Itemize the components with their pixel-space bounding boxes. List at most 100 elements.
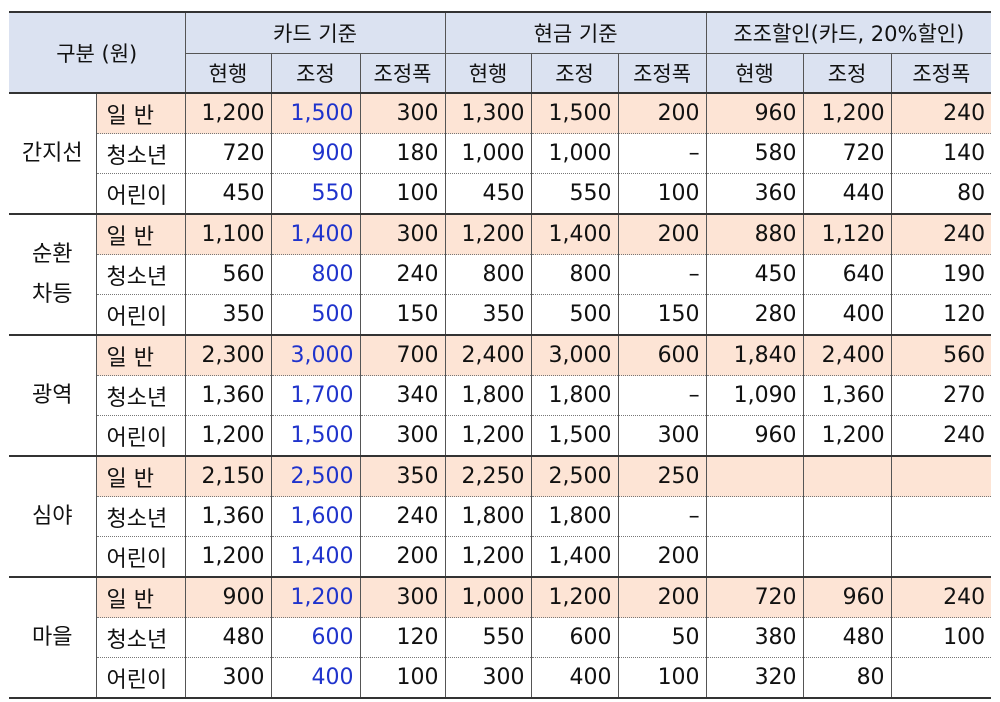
- fare-cell: 50: [618, 617, 707, 658]
- fare-cell: 2,150: [185, 455, 272, 497]
- fare-cell: 720: [803, 133, 892, 174]
- fare-cell: 100: [618, 173, 707, 215]
- sub-header: 조정: [803, 53, 892, 94]
- route-category: 간지선: [9, 92, 97, 215]
- fare-cell: 300: [360, 213, 446, 255]
- fare-cell: 800: [271, 254, 361, 295]
- fare-cell: 80: [803, 657, 892, 699]
- table-row: 심야 일 반 2,150 2,500 350 2,250 2,500 250: [9, 455, 992, 578]
- fare-cell: 1,200: [185, 536, 272, 578]
- fare-cell: [891, 496, 992, 537]
- fare-cell: 100: [360, 173, 446, 215]
- table-row: 어린이 1,200 1,500 300 1,200 1,500 300 960 1,200 240: [9, 415, 992, 457]
- fare-cell: [891, 536, 992, 578]
- fare-cell: 2,500: [531, 455, 619, 497]
- fare-cell: 1,200: [271, 576, 361, 618]
- passenger-type: 어린이: [96, 657, 186, 699]
- fare-table-body: 간지선 일 반 1,200 1,500 300 1,300 1,500 200 960 1,200…: [9, 92, 992, 699]
- fare-cell: 450: [185, 173, 272, 215]
- fare-cell: –: [618, 375, 707, 416]
- table-row: 어린이 450 550 100 450 550 100 360 440 80: [9, 173, 992, 215]
- fare-cell: 640: [803, 254, 892, 295]
- fare-cell: 1,800: [531, 375, 619, 416]
- fare-cell: 3,000: [531, 334, 619, 376]
- fare-cell: 450: [445, 173, 532, 215]
- fare-cell: 600: [271, 617, 361, 658]
- fare-cell: 80: [891, 173, 992, 215]
- table-row: 어린이 300 400 100 300 400 100 320 80: [9, 657, 992, 699]
- fare-cell: 1,000: [445, 133, 532, 174]
- fare-cell: 960: [803, 576, 892, 618]
- fare-cell: 240: [891, 213, 992, 255]
- fare-cell: 300: [360, 576, 446, 618]
- fare-cell: 960: [706, 415, 804, 457]
- passenger-type: 어린이: [96, 173, 186, 215]
- passenger-type: 어린이: [96, 294, 186, 336]
- fare-cell: –: [618, 254, 707, 295]
- fare-cell: 800: [445, 254, 532, 295]
- fare-cell: 880: [706, 213, 804, 255]
- fare-cell: [803, 536, 892, 578]
- sub-header: 조정폭: [360, 53, 446, 94]
- fare-cell: 560: [185, 254, 272, 295]
- table-row: 광역 일 반 2,300 3,000 700 2,400 3,000 600 1,840 2,40…: [9, 334, 992, 457]
- fare-table: 구분 (원) 카드 기준 현금 기준 조조할인(카드, 20%할인) 현행 조정…: [9, 11, 992, 699]
- fare-cell: 1,360: [185, 375, 272, 416]
- fare-cell: 140: [891, 133, 992, 174]
- route-category: 순환 차등: [9, 213, 97, 336]
- fare-cell: 1,120: [803, 213, 892, 255]
- header-row-groups: 구분 (원) 카드 기준 현금 기준 조조할인(카드, 20%할인): [9, 11, 992, 94]
- fare-cell: 480: [803, 617, 892, 658]
- table-row: 간지선 일 반 1,200 1,500 300 1,300 1,500 200 960 1,200…: [9, 92, 992, 215]
- fare-cell: 1,500: [271, 415, 361, 457]
- fare-cell: 1,360: [185, 496, 272, 537]
- fare-cell: 500: [271, 294, 361, 336]
- fare-cell: 1,500: [531, 92, 619, 134]
- fare-cell: 720: [706, 576, 804, 618]
- fare-cell: 1,200: [185, 92, 272, 134]
- fare-cell: 900: [271, 133, 361, 174]
- sub-header: 현행: [706, 53, 804, 94]
- table-row: 순환 차등 일 반 1,100 1,400 300 1,200 1,400 200 880 1,1…: [9, 213, 992, 336]
- fare-cell: [891, 455, 992, 497]
- fare-cell: 600: [531, 617, 619, 658]
- fare-cell: 550: [445, 617, 532, 658]
- fare-cell: 380: [706, 617, 804, 658]
- fare-cell: 1,500: [531, 415, 619, 457]
- fare-cell: 3,000: [271, 334, 361, 376]
- fare-cell: 300: [360, 92, 446, 134]
- fare-cell: 300: [445, 657, 532, 699]
- fare-cell: 100: [618, 657, 707, 699]
- fare-cell: 180: [360, 133, 446, 174]
- fare-cell: [803, 455, 892, 497]
- fare-cell: 100: [360, 657, 446, 699]
- fare-cell: 240: [891, 576, 992, 618]
- table-row: 청소년 720 900 180 1,000 1,000–580 720 140: [9, 133, 992, 174]
- fare-cell: 240: [891, 92, 992, 134]
- fare-cell: 1,400: [531, 536, 619, 578]
- fare-cell: 1,000: [531, 133, 619, 174]
- fare-cell: 960: [706, 92, 804, 134]
- table-row: 청소년 1,360 1,700 340 1,800 1,800–1,090 1,360 270: [9, 375, 992, 416]
- fare-cell: 200: [360, 536, 446, 578]
- fare-cell: –: [618, 133, 707, 174]
- fare-cell: 350: [360, 455, 446, 497]
- table-row: 어린이 350 500 150 350 500 150 280 400 120: [9, 294, 992, 336]
- fare-cell: 800: [531, 254, 619, 295]
- table-row: 어린이 1,200 1,400 200 1,200 1,400 200: [9, 536, 992, 578]
- fare-cell: 400: [531, 657, 619, 699]
- passenger-type: 어린이: [96, 415, 186, 457]
- fare-cell: 300: [360, 415, 446, 457]
- fare-cell: 2,400: [803, 334, 892, 376]
- fare-cell: 200: [618, 213, 707, 255]
- fare-cell: 1,200: [445, 536, 532, 578]
- passenger-type: 청소년: [96, 617, 186, 658]
- fare-cell: 150: [618, 294, 707, 336]
- fare-cell: 190: [891, 254, 992, 295]
- fare-cell: 2,400: [445, 334, 532, 376]
- passenger-type: 일 반: [96, 92, 186, 134]
- route-category: 마을: [9, 576, 97, 699]
- sub-header: 조정폭: [891, 53, 992, 94]
- fare-cell: 1,200: [803, 415, 892, 457]
- fare-cell: 400: [271, 657, 361, 699]
